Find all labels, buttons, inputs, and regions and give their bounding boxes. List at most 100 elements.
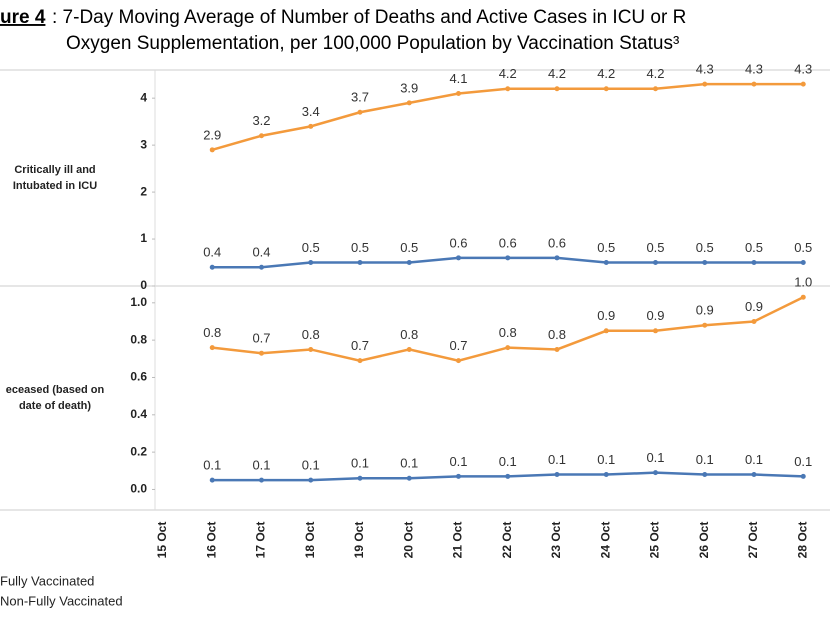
point <box>259 350 264 356</box>
data-label: 0.8 <box>499 325 517 340</box>
point <box>554 255 560 261</box>
x-tick-label: 25 Oct <box>648 522 662 559</box>
data-label: 3.4 <box>302 104 320 119</box>
data-label: 0.1 <box>696 452 714 467</box>
point <box>357 109 363 115</box>
point <box>505 86 511 92</box>
data-label: 0.5 <box>646 240 664 255</box>
point <box>603 86 609 92</box>
data-label: 4.2 <box>548 66 566 81</box>
point <box>209 264 215 270</box>
x-tick-label: 24 Oct <box>598 522 612 559</box>
y-tick-label: 0 <box>140 278 147 292</box>
data-label: 0.6 <box>499 235 517 250</box>
point <box>357 260 363 266</box>
point <box>702 81 708 87</box>
data-label: 4.2 <box>499 66 517 81</box>
y-axis-title: eceased (based on <box>6 384 105 396</box>
data-label: 4.3 <box>745 62 763 77</box>
chart-title-label: ure 4 <box>0 7 46 28</box>
point <box>603 260 609 266</box>
data-label: 4.2 <box>646 66 664 81</box>
x-tick-label: 16 Oct <box>204 522 218 559</box>
data-label: 0.5 <box>351 240 369 255</box>
data-label: 0.6 <box>449 235 467 250</box>
point <box>800 260 806 266</box>
point <box>554 86 560 92</box>
data-label: 4.3 <box>794 62 812 77</box>
point <box>456 473 461 479</box>
point <box>456 255 461 261</box>
y-tick-label: 0.4 <box>130 407 147 421</box>
x-tick-label: 21 Oct <box>451 522 465 559</box>
data-label: 0.5 <box>745 240 763 255</box>
point <box>259 264 264 270</box>
data-label: 0.1 <box>252 458 270 473</box>
point <box>751 81 757 87</box>
data-label: 4.1 <box>449 71 467 86</box>
data-label: 0.5 <box>794 240 812 255</box>
y-tick-label: 1 <box>140 231 147 245</box>
x-tick-label: 28 Oct <box>795 522 809 559</box>
data-label: 0.9 <box>597 308 615 323</box>
point <box>751 260 757 266</box>
point <box>308 477 314 483</box>
data-label: 3.9 <box>400 80 418 95</box>
point <box>259 477 264 483</box>
data-label: 0.9 <box>696 303 714 318</box>
data-label: 0.1 <box>597 452 615 467</box>
point <box>308 123 314 129</box>
data-label: 0.8 <box>400 327 418 342</box>
x-tick-label: 23 Oct <box>549 522 563 559</box>
data-label: 0.5 <box>597 240 615 255</box>
point <box>456 90 461 96</box>
point <box>308 346 314 352</box>
data-label: 0.5 <box>400 240 418 255</box>
y-tick-label: 0.0 <box>130 482 147 496</box>
data-label: 0.7 <box>449 338 467 353</box>
point <box>800 473 806 479</box>
y-axis-title: Critically ill and <box>14 164 95 176</box>
data-label: 0.1 <box>646 450 664 465</box>
data-label: 0.7 <box>351 338 369 353</box>
x-tick-label: 17 Oct <box>254 522 268 559</box>
x-tick-label: 22 Oct <box>500 522 514 559</box>
data-label: 0.1 <box>548 452 566 467</box>
y-tick-label: 4 <box>140 90 147 104</box>
point <box>554 472 560 478</box>
point <box>653 86 658 92</box>
point <box>505 255 511 261</box>
y-tick-label: 0.2 <box>130 444 147 458</box>
point <box>406 475 412 481</box>
point <box>653 328 658 334</box>
point <box>505 345 511 351</box>
data-label: 0.9 <box>745 299 763 314</box>
point <box>702 472 708 478</box>
data-label: 0.6 <box>548 235 566 250</box>
y-tick-label: 2 <box>140 184 147 198</box>
x-tick-label: 27 Oct <box>746 522 760 559</box>
data-label: 0.8 <box>302 327 320 342</box>
point <box>702 322 708 328</box>
data-label: 3.7 <box>351 90 369 105</box>
legend-label: Fully Vaccinated <box>0 573 94 588</box>
point <box>603 472 609 478</box>
data-label: 1.0 <box>794 275 812 290</box>
point <box>800 81 806 87</box>
point <box>653 470 658 476</box>
y-tick-label: 0.8 <box>130 332 147 346</box>
y-tick-label: 1.0 <box>130 295 147 309</box>
x-tick-label: 19 Oct <box>352 522 366 559</box>
legend-label: Non-Fully Vaccinated <box>0 593 123 608</box>
data-label: 0.4 <box>252 245 270 260</box>
point <box>505 473 511 479</box>
point <box>209 345 215 351</box>
point <box>702 260 708 266</box>
point <box>209 477 215 483</box>
data-label: 0.1 <box>351 456 369 471</box>
point <box>751 318 757 324</box>
data-label: 2.9 <box>203 127 221 142</box>
point <box>406 100 412 106</box>
data-label: 0.1 <box>203 458 221 473</box>
